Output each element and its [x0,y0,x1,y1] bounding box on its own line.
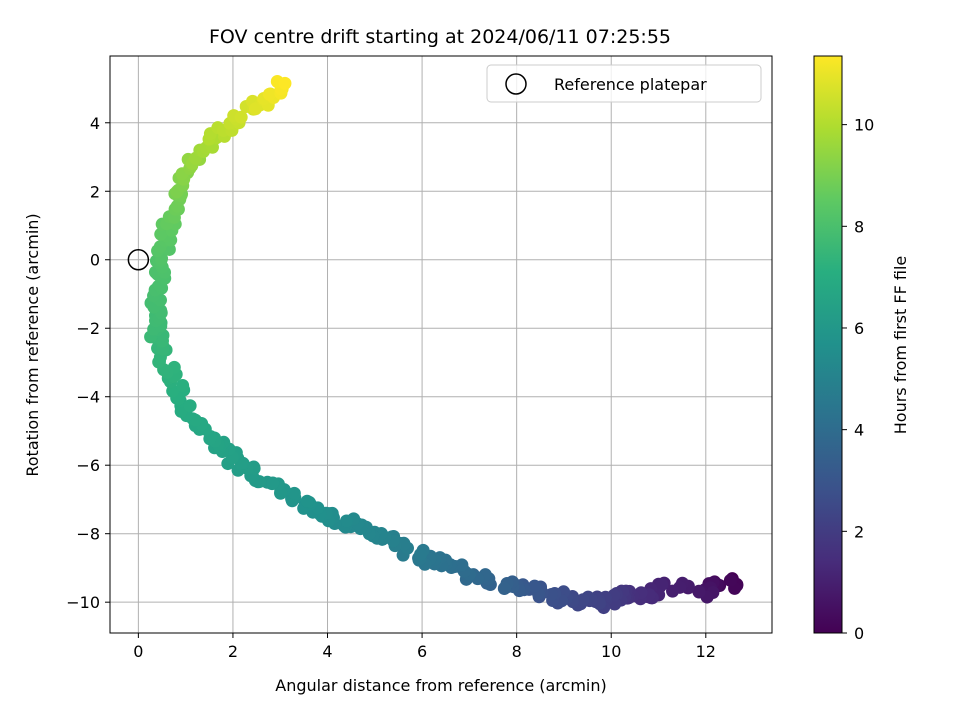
scatter-point [248,102,262,116]
y-tick-label: −8 [76,525,100,544]
x-tick-label: 12 [696,642,716,661]
scatter-point [287,486,301,500]
scatter-point [300,494,314,508]
colorbar-tick-label: 10 [854,116,874,135]
x-axis-ticks: 0 2 4 6 8 10 12 [133,633,716,661]
x-tick-label: 10 [601,642,621,661]
scatter-point [154,227,168,241]
plot-area: 0 2 4 6 8 10 12 −10 −8 −6 −4 −2 0 2 4 [66,55,773,661]
scatter-point [655,577,669,591]
scatter-points [144,75,744,615]
y-tick-label: −4 [76,388,100,407]
scatter-point [176,379,190,393]
plot-frame [109,55,773,634]
legend-label: Reference platepar [554,75,707,94]
scatter-point [455,558,469,572]
scatter-point [692,585,706,599]
x-tick-label: 2 [228,642,238,661]
scatter-point [278,76,292,90]
colorbar-ticks: 0 2 4 6 8 10 [842,116,874,643]
y-tick-label: −6 [76,456,100,475]
scatter-point [266,476,280,490]
x-tick-label: 8 [512,642,522,661]
scatter-point [183,399,197,413]
scatter-point [666,584,680,598]
x-tick-label: 4 [322,642,332,661]
scatter-point [262,87,276,101]
colorbar: 0 2 4 6 8 10 [813,55,874,643]
y-axis-ticks: −10 −8 −6 −4 −2 0 2 4 [66,114,110,612]
scatter-point [576,593,590,607]
colorbar-tick-label: 0 [854,624,864,643]
y-tick-label: −10 [66,593,100,612]
y-tick-label: 0 [90,251,100,270]
scatter-point [339,514,353,528]
colorbar-tick-label: 8 [854,217,864,236]
x-tick-label: 0 [133,642,143,661]
chart-title: FOV centre drift starting at 2024/06/11 … [209,26,671,48]
y-axis-label: Rotation from reference (arcmin) [23,213,42,476]
legend-marker-icon [505,73,527,95]
y-tick-label: 4 [90,114,100,133]
grid-lines [110,56,772,633]
scatter-point [723,573,737,587]
y-tick-label: −2 [76,319,100,338]
scatter-point [497,581,511,595]
legend-box [486,64,762,103]
scatter-point [414,547,428,561]
reference-platepar-marker [127,248,150,271]
colorbar-label: Hours from first FF file [891,256,910,435]
colorbar-tick-label: 2 [854,522,864,541]
legend: Reference platepar [486,64,762,103]
plot-background [110,56,772,633]
colorbar-gradient [813,55,843,634]
colorbar-tick-label: 6 [854,319,864,338]
x-tick-label: 6 [417,642,427,661]
scatter-point [528,579,542,593]
y-tick-label: 2 [90,182,100,201]
scatter-point [234,110,248,124]
x-axis-label: Angular distance from reference (arcmin) [275,676,606,695]
colorbar-tick-label: 4 [854,421,864,440]
